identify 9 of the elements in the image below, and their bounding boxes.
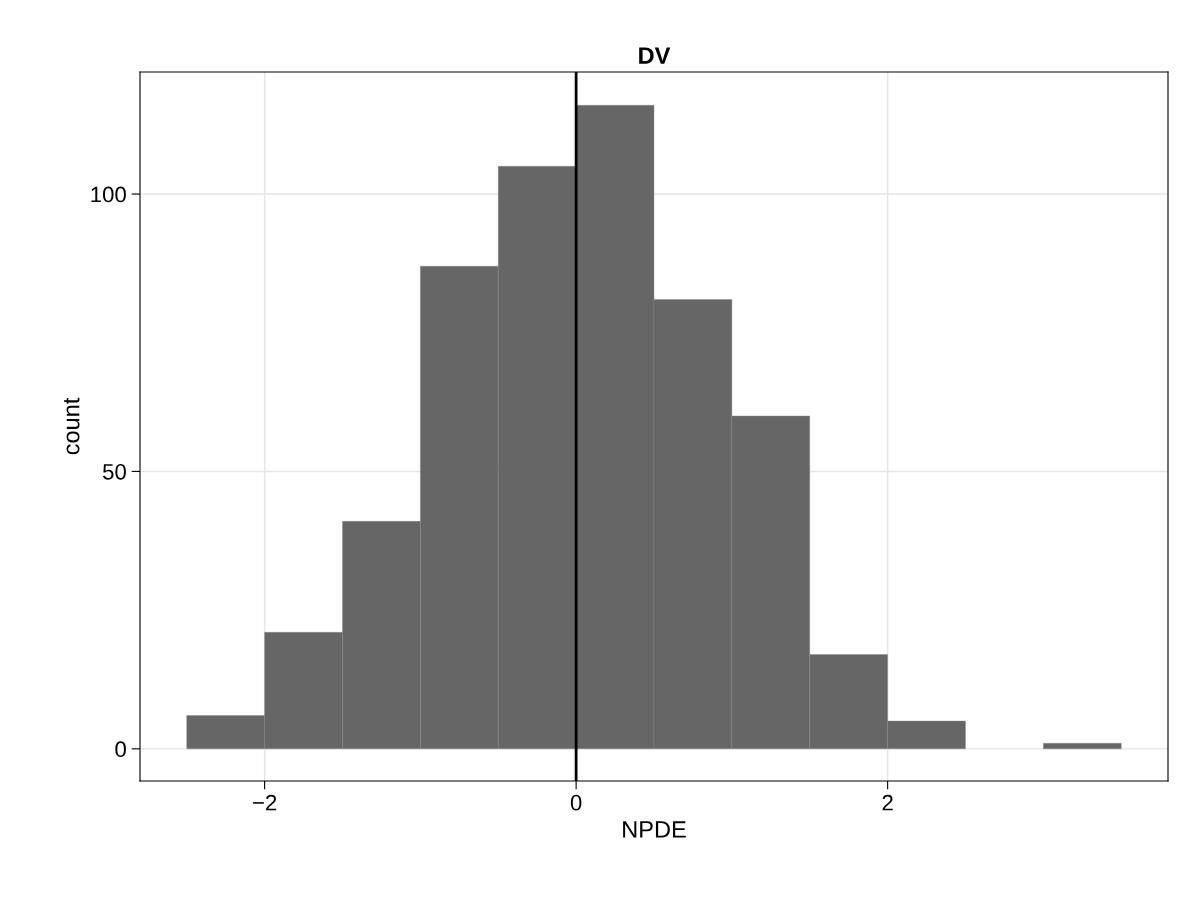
x-axis-title: NPDE — [623, 821, 686, 838]
y-tick-label: 0 — [115, 741, 126, 758]
y-tick-label: 50 — [102, 463, 126, 480]
chart-title: DV — [639, 47, 671, 64]
x-tick-label: 0 — [570, 794, 582, 811]
y-axis-title: count — [64, 397, 80, 455]
x-tick-label: 2 — [882, 794, 893, 811]
y-tick-label: 100 — [91, 186, 126, 203]
x-tick-label: −2 — [253, 794, 277, 811]
